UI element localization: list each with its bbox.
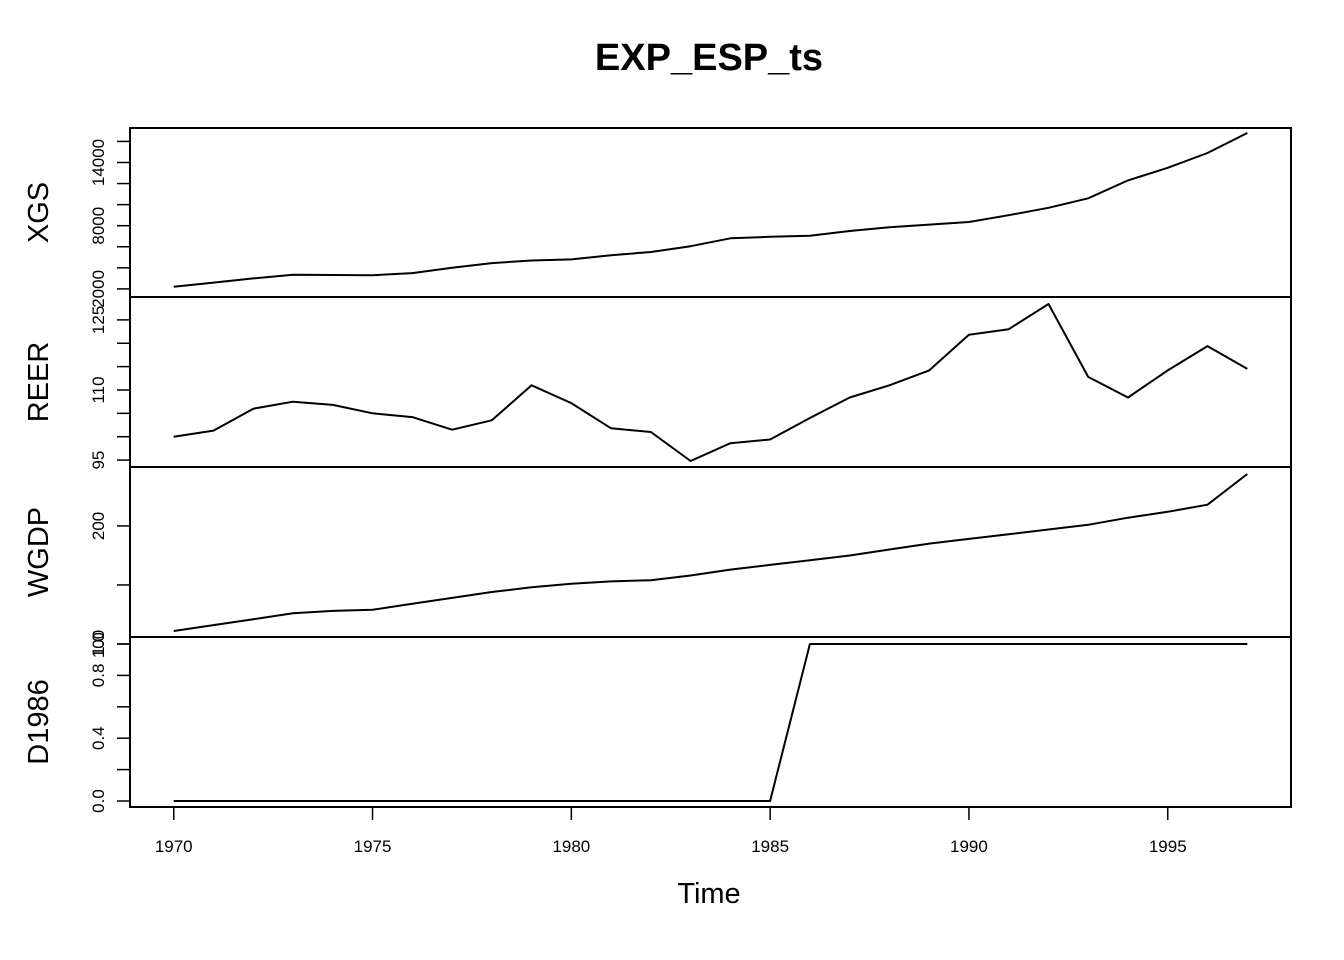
y-tick-label-d1986: 0.0 [89,789,108,813]
y-tick-label-reer: 110 [89,376,108,403]
series-label-reer: REER [23,342,55,423]
panel-frame-reer [129,296,1292,468]
y-tick-label-reer: 125 [89,306,108,334]
series-label-xgs: XGS [23,182,55,243]
y-tick-label-reer: 95 [89,451,108,470]
x-tick-label: 1995 [1149,837,1187,856]
panel-d1986: 0.0 0.4 0.8 1.0 D1986 [23,632,1292,813]
y-tick-label-d1986: 0.8 [89,664,108,688]
chart-title: EXP_ESP_ts [595,37,823,79]
x-axis-title: Time [677,878,740,910]
panel-reer: 95 110 125 REER [23,296,1292,470]
x-tick-label: 1970 [155,837,193,856]
panel-wgdp: 100 200 WGDP [23,466,1292,658]
series-label-d1986: D1986 [23,679,55,764]
y-tick-label-d1986: 0.4 [89,726,108,750]
series-line-d1986 [173,643,1248,802]
series-line-wgdp [173,473,1248,632]
y-tick-label-xgs: 8000 [89,207,108,245]
y-tick-label-xgs: 14000 [89,139,108,186]
x-tick-label: 1975 [354,837,392,856]
y-tick-label-wgdp: 100 [89,630,108,658]
y-tick-label-xgs: 2000 [89,270,108,308]
panels: 2000 8000 14000 XGS 95 110 125 REER 100 200 WGDP 0.… [23,127,1292,813]
panel-frame-xgs [129,127,1292,298]
series-line-xgs [173,132,1248,288]
series-line-reer [173,303,1248,462]
x-tick-label: 1990 [950,837,988,856]
x-tick-label: 1985 [751,837,789,856]
panel-frame-wgdp [129,466,1292,638]
series-label-wgdp: WGDP [23,507,55,597]
y-tick-label-wgdp: 200 [89,512,108,540]
x-axis: 1970 1975 1980 1985 1990 1995 [155,807,1187,856]
x-tick-label: 1980 [552,837,590,856]
panel-xgs: 2000 8000 14000 XGS [23,127,1292,308]
panel-frame-d1986 [129,636,1292,808]
y-tick-label-d1986: 1.0 [89,632,108,656]
